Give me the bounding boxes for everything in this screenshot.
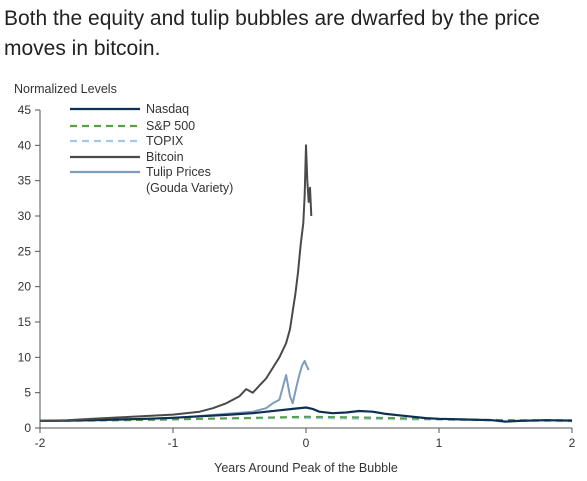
y-tick-label: 5	[24, 386, 31, 400]
x-tick-label: -2	[35, 436, 46, 450]
y-axis-title: Normalized Levels	[14, 82, 117, 96]
legend-label: S&P 500	[146, 119, 195, 133]
y-tick-label: 20	[18, 280, 32, 294]
y-tick-label: 25	[18, 244, 32, 258]
legend-label-continued: (Gouda Variety)	[146, 181, 233, 195]
x-axis-title: Years Around Peak of the Bubble	[214, 461, 398, 475]
legend-label: Nasdaq	[146, 102, 189, 116]
y-tick-label: 35	[18, 174, 32, 188]
x-tick-label: 0	[303, 436, 310, 450]
legend-label: Bitcoin	[146, 150, 184, 164]
x-tick-label: -1	[168, 436, 179, 450]
x-tick-label: 1	[436, 436, 443, 450]
y-tick-label: 45	[18, 103, 32, 117]
y-tick-label: 0	[24, 421, 31, 435]
series-line-bitcoin	[39, 144, 313, 422]
legend-label: TOPIX	[146, 134, 184, 148]
y-tick-label: 30	[18, 209, 32, 223]
x-tick-label: 2	[569, 436, 576, 450]
y-tick-label: 15	[18, 315, 32, 329]
legend-label: Tulip Prices	[146, 165, 211, 179]
chart-title: Both the equity and tulip bubbles are dw…	[4, 7, 540, 60]
series-layer	[39, 144, 573, 423]
y-tick-label: 40	[18, 138, 32, 152]
series-line-nasdaq	[39, 406, 573, 423]
y-tick-label: 10	[18, 350, 32, 364]
axes: 0 5 10 15 20 25 30 35 40 45 -2 -1 0 1 2	[18, 103, 576, 450]
